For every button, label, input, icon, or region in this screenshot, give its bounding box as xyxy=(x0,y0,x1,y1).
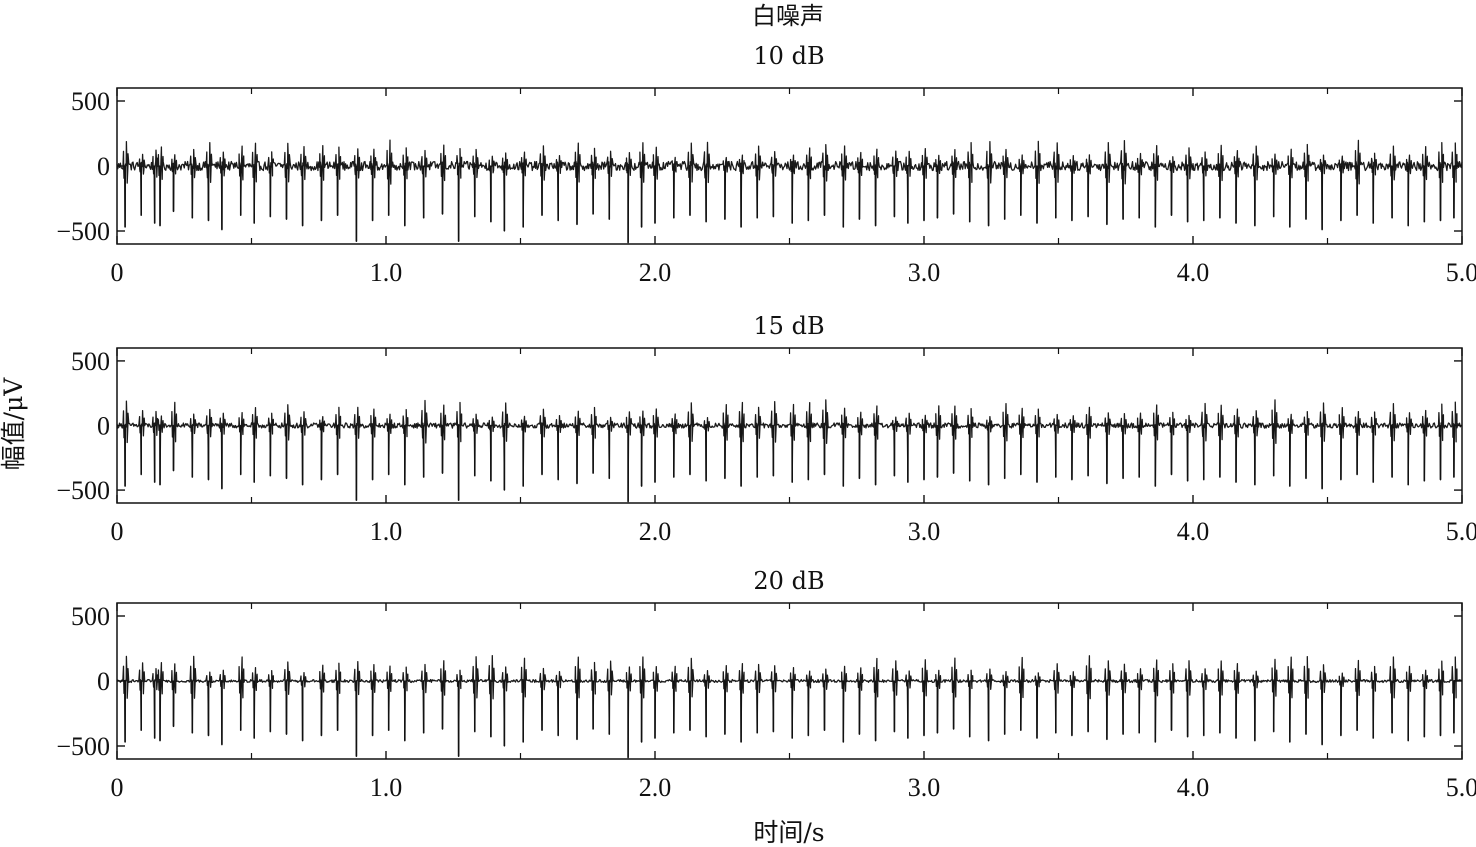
figure-title: 白噪声 xyxy=(752,2,824,30)
x-axis-label: 时间/s xyxy=(753,818,824,847)
signal-trace xyxy=(116,399,1463,503)
y-tick-label: 500 xyxy=(71,87,110,116)
y-tick-label: 500 xyxy=(71,347,110,376)
signal-trace xyxy=(116,654,1463,759)
subplot-title: 10 dB xyxy=(753,42,824,70)
subplot-title: 20 dB xyxy=(753,567,824,595)
y-axis-label: 幅值/μV xyxy=(0,377,28,471)
x-tick-label: 1.0 xyxy=(370,258,403,287)
x-tick-label: 3.0 xyxy=(908,258,941,287)
x-tick-label: 3.0 xyxy=(908,773,941,802)
x-tick-label: 1.0 xyxy=(370,517,403,546)
x-tick-label: 0 xyxy=(111,773,124,802)
x-tick-label: 5.0 xyxy=(1446,517,1476,546)
y-tick-label: 0 xyxy=(97,412,110,441)
subplot-title: 15 dB xyxy=(753,312,824,340)
y-tick-label: −500 xyxy=(56,732,110,761)
x-tick-label: 2.0 xyxy=(639,773,672,802)
x-tick-label: 2.0 xyxy=(639,258,672,287)
x-tick-label: 0 xyxy=(111,258,124,287)
signal-trace xyxy=(116,139,1463,244)
x-tick-label: 0 xyxy=(111,517,124,546)
y-tick-label: −500 xyxy=(56,217,110,246)
x-tick-label: 4.0 xyxy=(1177,258,1210,287)
x-tick-label: 4.0 xyxy=(1177,517,1210,546)
y-tick-label: 0 xyxy=(97,152,110,181)
x-tick-label: 3.0 xyxy=(908,517,941,546)
x-tick-label: 1.0 xyxy=(370,773,403,802)
x-tick-label: 5.0 xyxy=(1446,773,1476,802)
x-tick-label: 2.0 xyxy=(639,517,672,546)
x-tick-label: 5.0 xyxy=(1446,258,1476,287)
y-tick-label: 500 xyxy=(71,602,110,631)
x-tick-label: 4.0 xyxy=(1177,773,1210,802)
y-tick-label: −500 xyxy=(56,476,110,505)
y-tick-label: 0 xyxy=(97,667,110,696)
